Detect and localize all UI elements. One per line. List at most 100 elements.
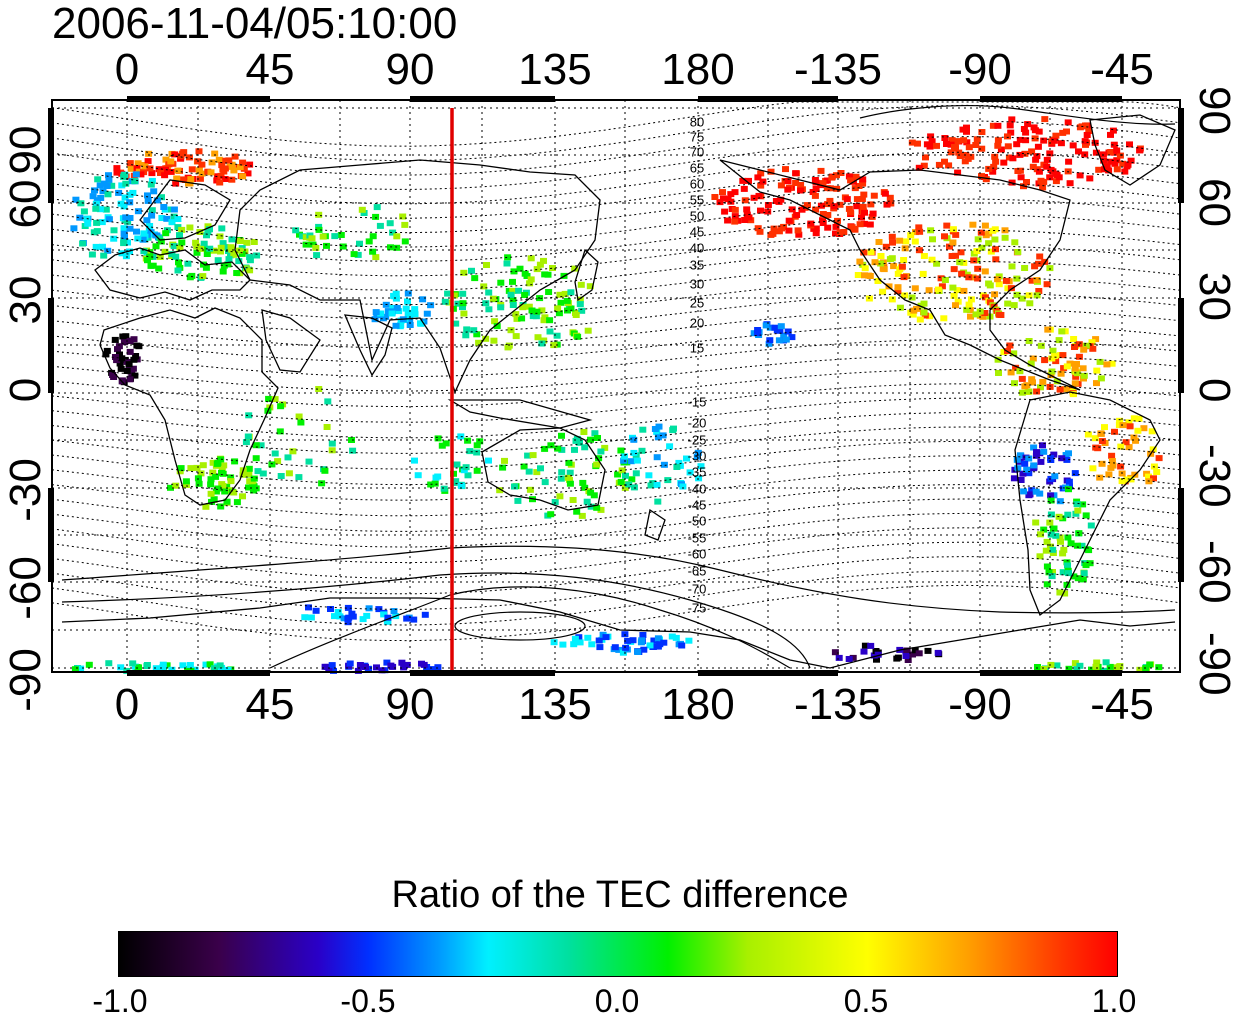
tec-data-point (411, 306, 419, 313)
contour-label: -20 (687, 415, 707, 431)
tec-data-point (804, 202, 811, 209)
tec-data-point (215, 156, 223, 163)
tec-data-point (875, 239, 883, 245)
tec-data-point (1119, 160, 1127, 167)
tec-data-point (155, 166, 163, 173)
lon-tick-top: -135 (793, 45, 883, 94)
tec-data-point (276, 428, 284, 435)
tec-data-point (898, 263, 906, 270)
tec-data-point (1041, 116, 1049, 123)
tec-data-point (244, 433, 252, 440)
tec-data-point (161, 248, 169, 255)
tec-data-point (519, 304, 527, 311)
tec-data-point (475, 339, 483, 346)
tec-data-point (894, 284, 902, 291)
tec-data-point (851, 185, 859, 192)
tec-data-point (1116, 152, 1124, 159)
tec-data-point (986, 282, 994, 289)
tec-data-point (257, 442, 265, 449)
tec-data-point (305, 458, 313, 465)
tec-data-point (344, 615, 352, 622)
tec-data-point (482, 300, 490, 307)
tec-data-point (1106, 663, 1114, 670)
tec-data-point (943, 141, 950, 147)
tec-data-point (670, 425, 677, 432)
tec-data-point (1071, 660, 1079, 667)
tec-data-point (331, 233, 339, 240)
tec-data-point (289, 448, 297, 455)
tec-data-point (511, 483, 518, 490)
colorbar-tick-label: 0.5 (843, 983, 889, 1019)
tec-data-point (392, 295, 400, 302)
tec-data-point (1082, 122, 1089, 129)
tec-data-point (200, 240, 208, 247)
tec-data-point (1021, 265, 1029, 271)
tec-data-point (564, 474, 572, 481)
tec-data-point (158, 215, 166, 221)
tec-data-point (1058, 328, 1066, 335)
tec-data-point (1029, 379, 1036, 386)
tec-data-point (230, 251, 238, 258)
tec-data-point (1059, 129, 1067, 136)
tec-data-point (640, 646, 648, 653)
tec-data-point (1086, 175, 1094, 182)
tec-data-point (217, 244, 225, 251)
tec-data-point (464, 437, 472, 444)
tec-data-point (233, 270, 241, 276)
tec-data-point (994, 276, 1002, 283)
tec-data-point (653, 481, 661, 488)
tec-data-point (1061, 386, 1069, 393)
tec-data-point (1081, 151, 1089, 158)
tec-data-point (1093, 659, 1101, 666)
tec-data-point (214, 459, 222, 466)
contour-label: 70 (689, 144, 705, 160)
tec-data-point (1103, 361, 1111, 368)
tec-data-point (1018, 375, 1026, 382)
tec-data-point (295, 474, 303, 481)
tec-data-point (965, 301, 973, 308)
tec-data-point (77, 200, 85, 207)
tec-data-point (828, 174, 836, 181)
tec-data-point (187, 465, 195, 472)
tec-data-point (497, 279, 505, 286)
tec-data-point (1052, 178, 1060, 185)
tec-data-point (1048, 368, 1056, 375)
tec-data-point (1096, 474, 1104, 481)
tec-data-point (224, 261, 232, 268)
tec-data-point (1040, 526, 1048, 533)
tec-data-point (490, 337, 498, 344)
tec-data-point (434, 435, 442, 442)
tec-data-point (916, 228, 924, 235)
contour-label: 15 (689, 340, 705, 356)
tec-data-point (268, 461, 276, 468)
tec-data-point (926, 313, 934, 320)
tec-data-point (1113, 157, 1121, 164)
contour-label: -50 (687, 513, 707, 529)
tec-data-point (1059, 550, 1067, 557)
tec-data-point (711, 194, 719, 200)
tec-data-point (525, 303, 533, 310)
lon-tick-bottom: 45 (245, 680, 295, 729)
tec-data-point (1084, 431, 1092, 438)
tec-data-point (219, 268, 227, 275)
mag-contour-line (51, 584, 1181, 642)
mag-contour-line (51, 151, 1181, 205)
tec-data-point (1002, 277, 1010, 284)
tec-data-point (162, 166, 170, 173)
tec-data-point (941, 233, 948, 240)
tec-data-point (1000, 159, 1008, 166)
tec-data-point (122, 180, 130, 187)
tec-data-point (209, 469, 217, 476)
tec-data-point (193, 243, 201, 250)
tec-data-point (373, 664, 380, 671)
tec-data-point (507, 291, 515, 298)
tec-data-point (302, 241, 310, 248)
tec-data-point (1074, 507, 1082, 514)
tec-data-point (826, 197, 834, 204)
tec-data-point (632, 470, 640, 477)
axis-bar-bottom (410, 670, 555, 676)
tec-data-point (182, 478, 190, 485)
tec-data-point (578, 512, 586, 519)
tec-data-point (473, 449, 481, 456)
tec-data-point (1088, 339, 1096, 346)
